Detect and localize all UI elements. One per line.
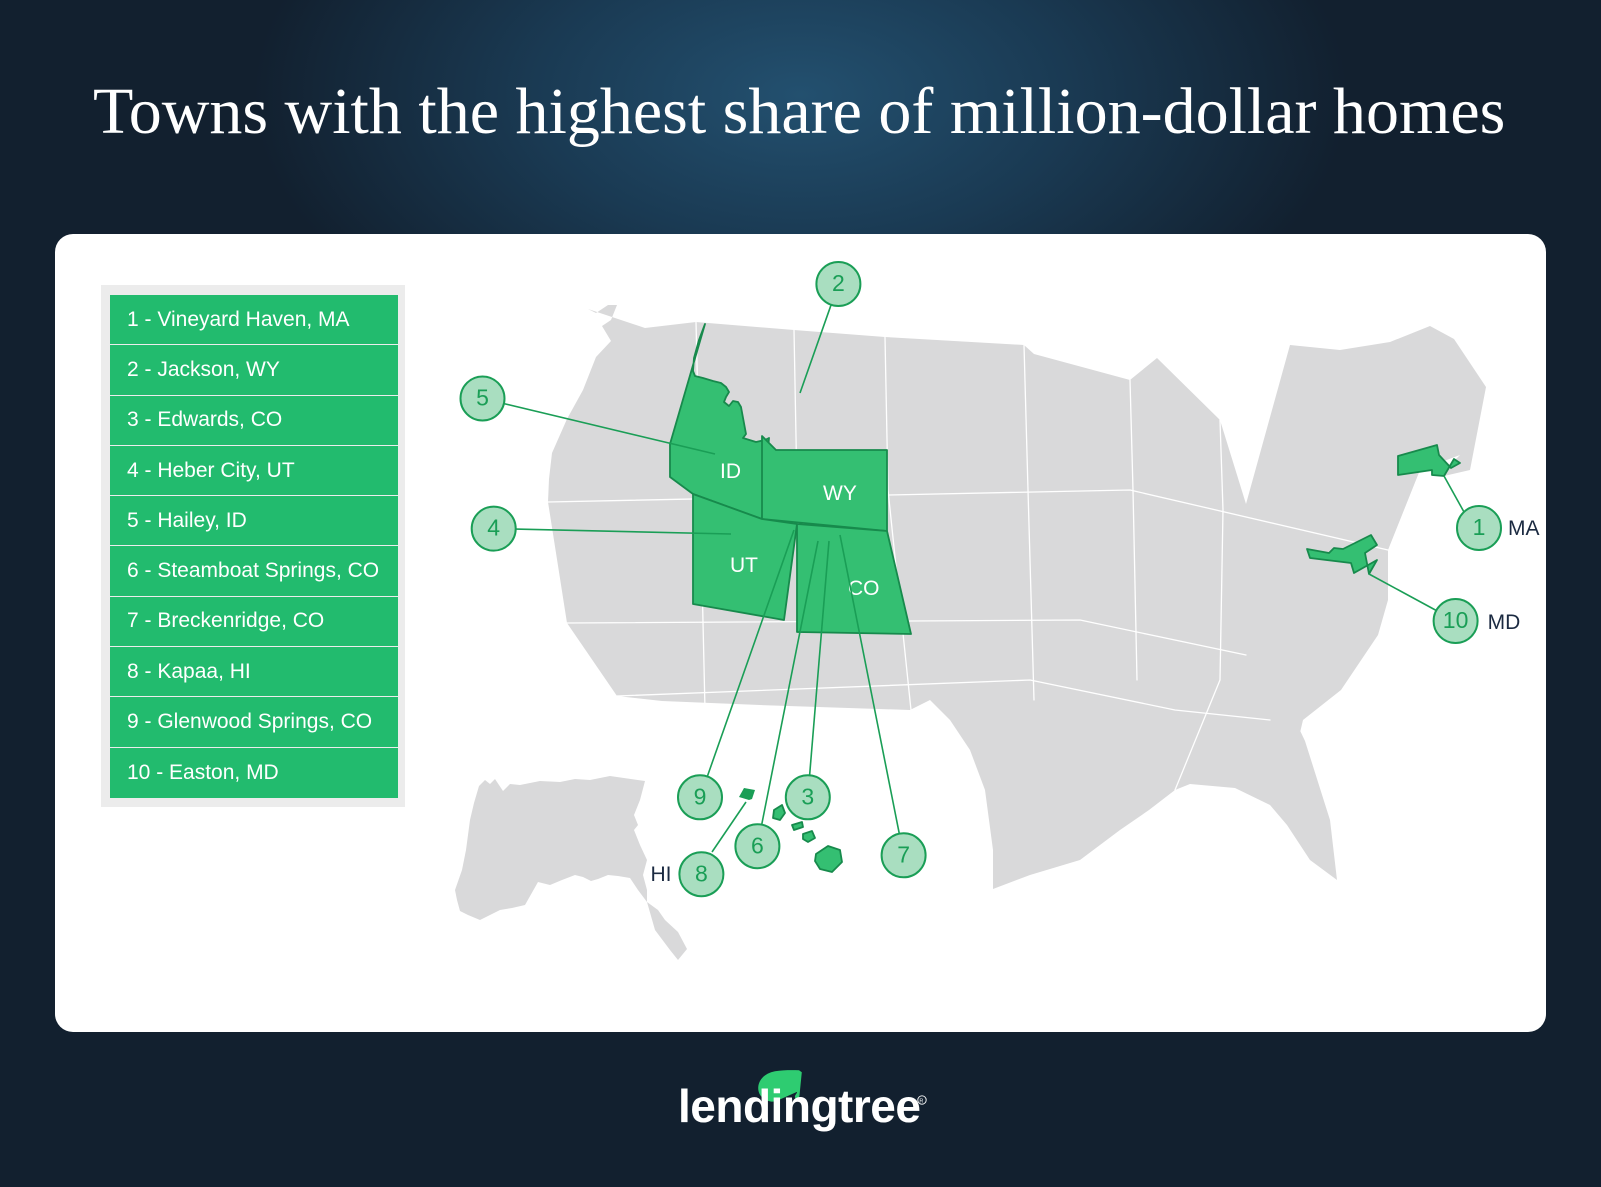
- svg-text:R: R: [919, 1098, 923, 1104]
- svg-text:6: 6: [751, 832, 764, 858]
- svg-text:HI: HI: [651, 863, 672, 886]
- svg-text:ID: ID: [720, 460, 741, 483]
- svg-text:MD: MD: [1488, 611, 1521, 634]
- svg-text:10: 10: [1443, 607, 1469, 633]
- svg-text:5: 5: [476, 385, 489, 411]
- svg-text:MA: MA: [1508, 517, 1540, 540]
- svg-text:9: 9: [694, 783, 707, 809]
- svg-text:7: 7: [897, 841, 910, 867]
- svg-text:WY: WY: [823, 482, 857, 505]
- svg-text:2: 2: [832, 270, 845, 296]
- svg-text:8: 8: [695, 860, 708, 886]
- svg-text:4: 4: [487, 515, 500, 541]
- svg-text:UT: UT: [730, 554, 758, 577]
- svg-text:3: 3: [801, 783, 814, 809]
- svg-text:lendingtree: lendingtree: [678, 1080, 920, 1132]
- svg-text:1: 1: [1473, 514, 1486, 540]
